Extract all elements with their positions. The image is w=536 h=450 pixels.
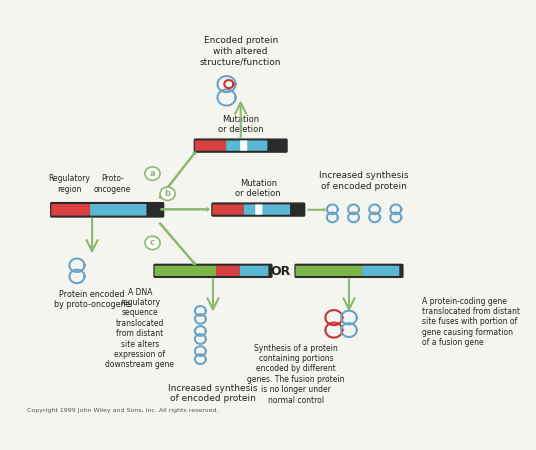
Text: Encoded protein
with altered
structure/function: Encoded protein with altered structure/f…: [200, 36, 281, 66]
Text: A DNA
regulatory
sequence
translocated
from distant
site alters
expression of
do: A DNA regulatory sequence translocated f…: [106, 288, 174, 369]
FancyBboxPatch shape: [295, 264, 403, 277]
Text: b: b: [165, 189, 170, 198]
FancyBboxPatch shape: [212, 203, 304, 216]
Text: Proto-
oncogene: Proto- oncogene: [94, 174, 131, 194]
Text: Copyright 1999 John Wiley and Sons, Inc. All rights reserved.: Copyright 1999 John Wiley and Sons, Inc.…: [27, 408, 218, 413]
FancyBboxPatch shape: [244, 204, 290, 215]
FancyBboxPatch shape: [255, 204, 262, 215]
FancyBboxPatch shape: [195, 139, 287, 152]
FancyBboxPatch shape: [240, 266, 269, 276]
FancyBboxPatch shape: [295, 266, 362, 276]
Text: Synthesis of a protein
containing portions
encoded by different
genes. The fusio: Synthesis of a protein containing portio…: [247, 343, 345, 405]
FancyBboxPatch shape: [212, 204, 244, 215]
Text: Increased synthesis
of encoded protein: Increased synthesis of encoded protein: [168, 384, 258, 403]
Text: c: c: [150, 238, 155, 248]
FancyBboxPatch shape: [226, 140, 267, 151]
FancyBboxPatch shape: [154, 266, 216, 276]
FancyBboxPatch shape: [90, 204, 146, 216]
FancyBboxPatch shape: [51, 202, 163, 217]
Circle shape: [145, 167, 160, 180]
FancyBboxPatch shape: [195, 140, 226, 151]
Circle shape: [145, 236, 160, 250]
Text: Regulatory
region: Regulatory region: [48, 174, 91, 194]
Text: Mutation
or deletion: Mutation or deletion: [235, 179, 281, 198]
Text: Mutation
or deletion: Mutation or deletion: [218, 115, 264, 134]
Text: a: a: [150, 169, 155, 178]
FancyBboxPatch shape: [51, 204, 90, 216]
FancyBboxPatch shape: [154, 264, 272, 277]
Text: Increased synthesis
of encoded protein: Increased synthesis of encoded protein: [319, 171, 409, 190]
FancyBboxPatch shape: [216, 266, 240, 276]
FancyBboxPatch shape: [240, 140, 247, 151]
Text: Protein encoded
by proto-oncogene: Protein encoded by proto-oncogene: [54, 290, 130, 309]
Circle shape: [160, 187, 175, 200]
FancyBboxPatch shape: [362, 266, 399, 276]
Text: OR: OR: [271, 265, 291, 278]
Text: A protein-coding gene
translocated from distant
site fuses with portion of
gene : A protein-coding gene translocated from …: [422, 297, 520, 347]
